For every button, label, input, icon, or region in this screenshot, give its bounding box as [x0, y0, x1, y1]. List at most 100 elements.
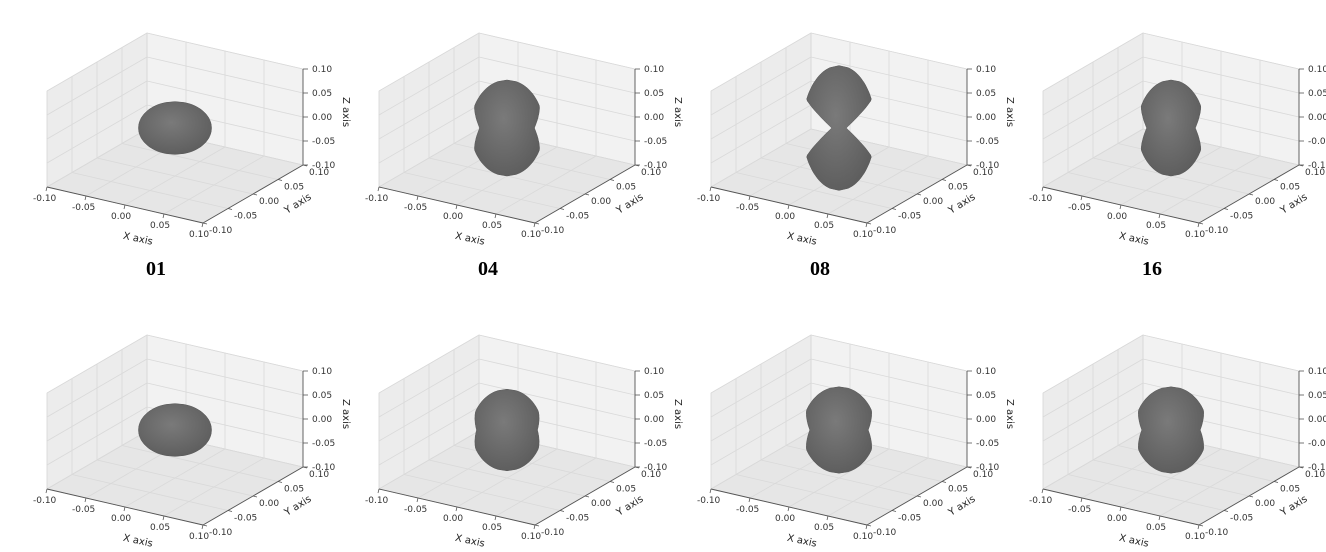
z-tick-label: 0.10 [312, 65, 332, 75]
y-tick-label: -0.10 [873, 528, 897, 538]
y-tick-mark [1298, 466, 1304, 469]
x-tick-label: 0.00 [443, 212, 463, 222]
x-tick-label: -0.10 [1029, 194, 1053, 204]
y-tick-label: -0.05 [898, 514, 921, 524]
panel-caption: 01 [146, 258, 166, 280]
y-tick-mark [277, 481, 283, 483]
x-tick-mark [1041, 186, 1044, 192]
y-tick-label: -0.05 [566, 212, 589, 222]
x-tick-mark [45, 488, 48, 494]
x-tick-label: 0.00 [1107, 212, 1127, 222]
y-tick-label: -0.05 [234, 514, 257, 524]
y-tick-mark [866, 222, 872, 225]
y-tick-mark [1198, 222, 1204, 225]
y-tick-label: 0.10 [973, 470, 993, 480]
x-tick-mark [123, 204, 126, 210]
x-tick-label: 0.10 [853, 532, 873, 542]
x-tick-label: 0.10 [853, 230, 873, 240]
z-tick-label: 0.05 [312, 391, 332, 401]
x-tick-mark [84, 497, 87, 503]
x-tick-mark [84, 195, 87, 201]
x-axis-label: X axis [1118, 533, 1150, 550]
x-tick-label: 0.10 [1185, 230, 1205, 240]
plot-3d-svg: -0.10-0.10-0.10-0.05-0.05-0.050.000.000.… [33, 334, 351, 550]
x-tick-mark [1158, 213, 1161, 219]
y-axis-label: Y axis [1278, 192, 1310, 217]
y-tick-mark [1298, 164, 1304, 167]
y-axis-label: Y axis [946, 494, 978, 519]
x-tick-label: 0.05 [482, 221, 502, 231]
y-tick-label: 0.05 [948, 183, 968, 193]
z-tick-label: -0.05 [976, 439, 999, 449]
y-tick-mark [941, 481, 947, 483]
x-tick-label: -0.10 [697, 194, 721, 204]
y-tick-label: -0.10 [541, 226, 565, 236]
y-tick-label: 0.00 [591, 499, 611, 509]
x-tick-mark [416, 497, 419, 503]
y-axis-label: Y axis [282, 494, 314, 519]
x-tick-mark [1197, 524, 1200, 530]
y-tick-mark [202, 222, 208, 225]
plot-panel: -0.10-0.10-0.10-0.05-0.05-0.050.000.000.… [996, 0, 1326, 280]
y-tick-label: -0.10 [541, 528, 565, 538]
x-tick-mark [865, 222, 868, 228]
x-tick-label: -0.05 [736, 203, 759, 213]
panel-caption: 16 [1142, 258, 1162, 280]
x-tick-label: 0.05 [482, 523, 502, 533]
x-axis-label: X axis [786, 231, 818, 248]
y-axis-label: Y axis [1278, 494, 1310, 519]
x-axis-label: X axis [1118, 231, 1150, 248]
z-tick-label: 0.10 [976, 367, 996, 377]
z-axis-label: Z axis [1004, 97, 1015, 127]
plot-3d-svg: -0.10-0.10-0.10-0.05-0.05-0.050.000.000.… [697, 32, 1015, 248]
y-tick-label: -0.05 [566, 514, 589, 524]
x-tick-mark [709, 186, 712, 192]
x-tick-label: 0.05 [150, 523, 170, 533]
z-tick-label: 0.05 [1308, 89, 1326, 99]
y-axis-label: Y axis [614, 494, 646, 519]
x-tick-label: 0.10 [521, 532, 541, 542]
x-tick-mark [416, 195, 419, 201]
x-tick-label: 0.05 [150, 221, 170, 231]
z-tick-label: 0.00 [976, 415, 996, 425]
x-tick-label: 0.00 [111, 514, 131, 524]
y-tick-label: 0.00 [1255, 499, 1275, 509]
y-tick-mark [277, 179, 283, 181]
x-tick-mark [787, 204, 790, 210]
y-tick-mark [1223, 208, 1229, 210]
plot-panel: -0.10-0.10-0.10-0.05-0.05-0.050.000.000.… [996, 302, 1326, 552]
x-tick-label: -0.05 [72, 505, 95, 515]
surface-shape [474, 388, 540, 472]
z-tick-label: 0.10 [976, 65, 996, 75]
z-tick-label: 0.05 [1308, 391, 1326, 401]
x-tick-mark [826, 213, 829, 219]
x-tick-label: 0.00 [1107, 514, 1127, 524]
x-tick-mark [162, 515, 165, 521]
x-tick-mark [787, 506, 790, 512]
x-tick-label: 0.10 [189, 230, 209, 240]
x-tick-label: 0.10 [1185, 532, 1205, 542]
x-tick-mark [1197, 222, 1200, 228]
x-tick-label: -0.10 [365, 496, 389, 506]
z-tick-label: 0.05 [644, 89, 664, 99]
x-tick-label: -0.05 [1068, 203, 1091, 213]
z-tick-label: 0.05 [644, 391, 664, 401]
z-tick-label: 0.00 [1308, 113, 1326, 123]
z-tick-label: 0.00 [1308, 415, 1326, 425]
x-tick-mark [201, 524, 204, 530]
surface-shape [474, 79, 540, 177]
y-tick-mark [584, 193, 590, 196]
x-tick-label: 0.00 [111, 212, 131, 222]
z-tick-label: 0.00 [644, 415, 664, 425]
y-tick-mark [534, 222, 540, 225]
x-tick-mark [1158, 515, 1161, 521]
z-axis-label: Z axis [672, 399, 683, 429]
z-tick-label: -0.10 [644, 161, 668, 171]
z-tick-label: 0.10 [644, 367, 664, 377]
x-tick-label: -0.10 [33, 496, 57, 506]
y-tick-label: -0.05 [1230, 514, 1253, 524]
y-tick-mark [916, 193, 922, 196]
